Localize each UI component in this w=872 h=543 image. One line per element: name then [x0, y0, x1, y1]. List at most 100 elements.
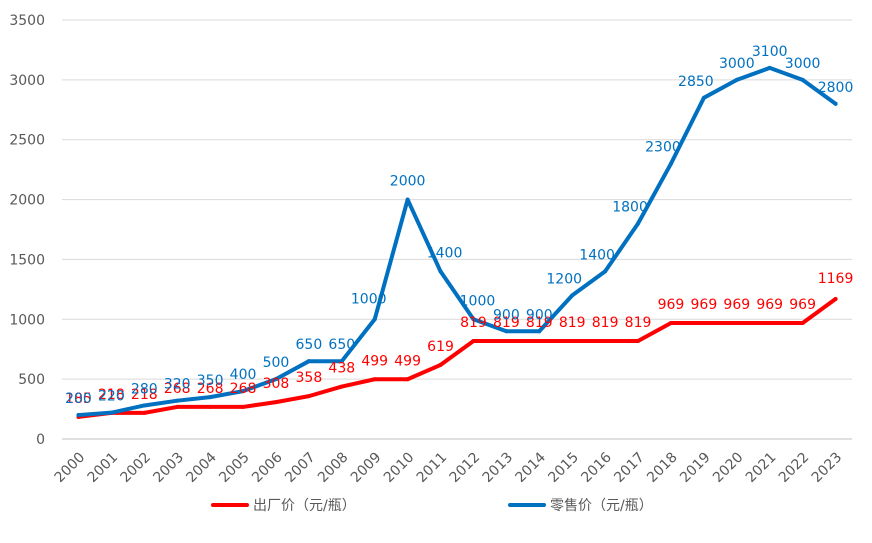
x-tick-label: 2020: [710, 449, 747, 486]
data-point: [273, 400, 278, 405]
data-label: 900: [526, 307, 553, 323]
data-label: 969: [723, 297, 750, 313]
data-point: [175, 404, 180, 409]
data-point: [537, 329, 542, 334]
data-label: 969: [756, 297, 783, 313]
data-label: 2000: [390, 174, 426, 190]
x-tick-label: 2007: [282, 449, 319, 486]
y-axis: 0 500 1000 1500 2000 2500 3000 3500: [9, 13, 45, 448]
x-tick-label: 2023: [809, 449, 846, 486]
data-label: 2800: [818, 80, 854, 96]
data-point: [668, 161, 673, 166]
data-label: 2850: [678, 74, 714, 90]
x-tick-label: 2018: [644, 449, 681, 486]
y-tick-label: 500: [18, 372, 45, 388]
data-label: 500: [263, 355, 290, 371]
data-point: [800, 77, 805, 82]
data-label: 1400: [427, 245, 463, 261]
data-point: [603, 338, 608, 343]
data-point: [570, 338, 575, 343]
data-label: 185: [65, 391, 92, 407]
data-point: [701, 320, 706, 325]
data-label: 1169: [818, 271, 854, 287]
x-tick-label: 2017: [611, 449, 648, 486]
x-tick-label: 2004: [183, 449, 220, 486]
data-point: [76, 413, 81, 418]
data-point: [734, 77, 739, 82]
x-tick-label: 2016: [578, 449, 615, 486]
y-tick-label: 3500: [9, 13, 45, 29]
data-point: [636, 221, 641, 226]
data-label: 1400: [579, 247, 615, 263]
legend: 出厂价（元/瓶） 零售价（元/瓶）: [211, 498, 653, 514]
data-label: 819: [592, 315, 619, 331]
data-label: 320: [164, 377, 191, 393]
data-label: 1000: [460, 293, 496, 309]
x-tick-label: 2005: [216, 449, 253, 486]
data-label: 268: [230, 381, 257, 397]
data-point: [570, 293, 575, 298]
x-tick-label: 2000: [52, 449, 89, 486]
data-point: [734, 320, 739, 325]
data-label: 1800: [612, 200, 648, 216]
x-tick-label: 2003: [150, 449, 187, 486]
data-label: 619: [427, 339, 454, 355]
legend-label: 零售价（元/瓶）: [550, 498, 653, 514]
data-label: 400: [230, 367, 257, 383]
data-point: [241, 389, 246, 394]
data-label: 218: [98, 387, 125, 403]
x-tick-label: 2009: [348, 449, 385, 486]
series-line-factory-price: [76, 297, 838, 419]
y-tick-label: 1500: [9, 252, 45, 268]
data-label: 3000: [785, 56, 821, 72]
legend-label: 出厂价（元/瓶）: [253, 498, 356, 514]
data-label: 280: [131, 381, 158, 397]
data-point: [339, 384, 344, 389]
data-point: [767, 65, 772, 70]
data-label: 819: [559, 315, 586, 331]
x-tick-label: 2011: [414, 449, 451, 486]
data-point: [372, 377, 377, 382]
data-label: 268: [197, 381, 224, 397]
data-label: 969: [658, 297, 685, 313]
data-label: 969: [789, 297, 816, 313]
data-point: [142, 410, 147, 415]
x-tick-label: 2002: [118, 449, 155, 486]
data-label: 1000: [351, 291, 387, 307]
y-tick-label: 2000: [9, 193, 45, 209]
data-point: [800, 320, 805, 325]
data-point: [208, 404, 213, 409]
data-label: 2300: [645, 140, 681, 156]
data-point: [109, 410, 114, 415]
x-tick-label: 2022: [776, 449, 813, 486]
x-tick-label: 2019: [677, 449, 714, 486]
x-tick-label: 2010: [381, 449, 418, 486]
x-axis: 2000200120022003200420052006200720082009…: [52, 449, 846, 486]
data-point: [833, 297, 838, 302]
data-label: 438: [328, 361, 355, 377]
data-label: 499: [394, 353, 421, 369]
y-tick-label: 1000: [9, 312, 45, 328]
data-point: [668, 320, 673, 325]
data-label: 650: [296, 337, 323, 353]
data-label: 650: [328, 337, 355, 353]
data-point: [701, 95, 706, 100]
data-point: [142, 403, 147, 408]
data-label: 220: [98, 389, 125, 405]
data-label: 499: [361, 353, 388, 369]
x-tick-label: 2014: [513, 449, 550, 486]
data-label: 3000: [719, 56, 755, 72]
data-label: 308: [263, 376, 290, 392]
data-label: 1200: [546, 271, 582, 287]
data-point: [471, 338, 476, 343]
data-point: [438, 362, 443, 367]
data-label: 3100: [752, 44, 788, 60]
x-tick-label: 2013: [480, 449, 517, 486]
x-tick-label: 2008: [315, 449, 352, 486]
data-label: 218: [131, 387, 158, 403]
data-label: 358: [296, 370, 323, 386]
x-tick-label: 2001: [85, 449, 122, 486]
data-point: [537, 338, 542, 343]
x-tick-label: 2021: [743, 449, 780, 486]
data-point: [603, 269, 608, 274]
